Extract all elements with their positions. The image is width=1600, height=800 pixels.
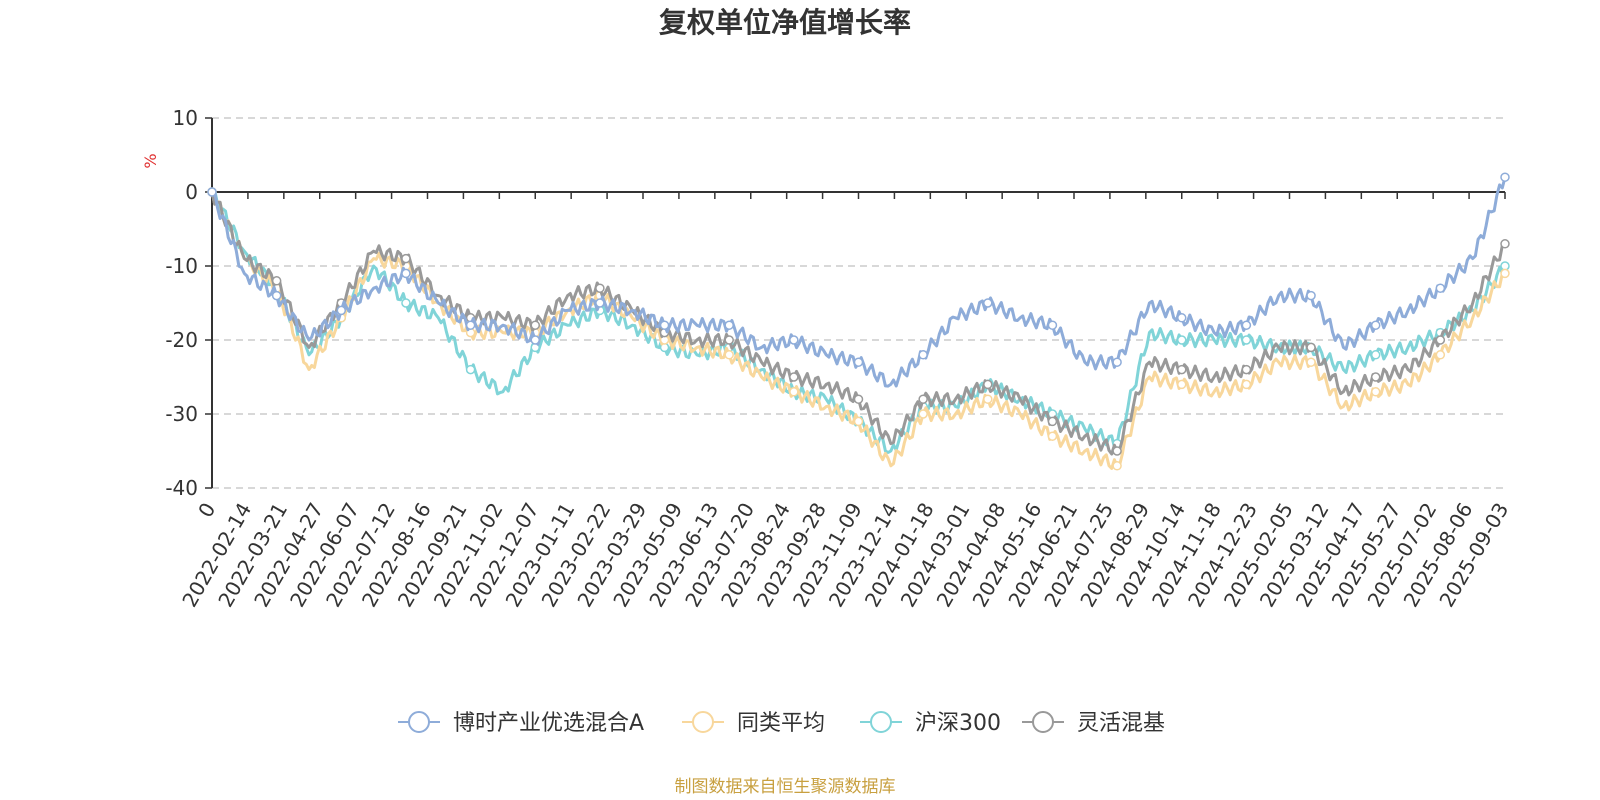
y-axis-unit: % bbox=[141, 153, 160, 168]
series-point bbox=[1500, 239, 1510, 249]
series-point bbox=[336, 305, 347, 316]
series-lines bbox=[207, 172, 1510, 471]
series-point bbox=[724, 320, 734, 330]
series-point bbox=[983, 394, 993, 404]
series-point bbox=[1500, 172, 1510, 182]
legend-marker bbox=[870, 711, 892, 733]
y-axis: 10 0 -10 -20 -30 -40 bbox=[165, 106, 213, 500]
legend-label: 博时产业优选混合A bbox=[453, 711, 644, 736]
series-point bbox=[789, 387, 799, 397]
series-point bbox=[271, 290, 282, 301]
series-point bbox=[1112, 357, 1122, 367]
series-point bbox=[530, 320, 540, 330]
legend-marker bbox=[692, 711, 714, 733]
y-tick-label: -30 bbox=[165, 402, 198, 426]
series-point bbox=[207, 187, 217, 197]
series-point bbox=[983, 298, 993, 308]
y-tick-label: -40 bbox=[165, 476, 198, 500]
series-point bbox=[1177, 313, 1187, 323]
series-point bbox=[1370, 387, 1381, 397]
series-point bbox=[1047, 431, 1058, 441]
series-point bbox=[1047, 320, 1058, 330]
series-point bbox=[465, 320, 476, 330]
series-point bbox=[1306, 357, 1316, 367]
series-point bbox=[1112, 446, 1122, 456]
series-point bbox=[1112, 461, 1122, 471]
legend-marker bbox=[408, 711, 430, 733]
series-point bbox=[530, 335, 540, 345]
series-point bbox=[1435, 350, 1446, 360]
series-point bbox=[271, 276, 282, 286]
series-point bbox=[1177, 335, 1187, 345]
series-point bbox=[1047, 416, 1058, 427]
legend-item-2[interactable]: 沪深300 bbox=[860, 711, 1001, 736]
series-point bbox=[724, 335, 734, 345]
series-point bbox=[853, 416, 864, 427]
series-point bbox=[1370, 320, 1381, 330]
series-point bbox=[659, 320, 670, 330]
y-tick-label: 0 bbox=[185, 180, 198, 204]
series-point bbox=[724, 350, 734, 360]
legend-label: 沪深300 bbox=[915, 711, 1001, 736]
legend-label: 同类平均 bbox=[737, 711, 825, 736]
series-point bbox=[1500, 268, 1510, 279]
series-point bbox=[401, 253, 411, 264]
series-point bbox=[789, 372, 799, 382]
series-point bbox=[853, 394, 864, 404]
series-point bbox=[595, 283, 605, 293]
data-source-note: 制图数据来自恒生聚源数据库 bbox=[675, 777, 896, 797]
series-point bbox=[983, 379, 993, 390]
series-point bbox=[1370, 350, 1381, 360]
y-tick-label: -10 bbox=[165, 254, 198, 278]
legend-marker bbox=[1032, 711, 1054, 733]
series-point bbox=[401, 298, 411, 308]
series-point bbox=[595, 298, 605, 308]
series-line-0 bbox=[211, 176, 1507, 388]
legend-item-3[interactable]: 灵活混基 bbox=[1022, 711, 1165, 736]
series-point bbox=[1306, 342, 1316, 353]
legend-item-1[interactable]: 同类平均 bbox=[682, 711, 825, 736]
legend-label: 灵活混基 bbox=[1077, 711, 1165, 736]
series-point bbox=[1177, 364, 1187, 375]
legend[interactable]: 博时产业优选混合A 同类平均 沪深300 灵活混基 bbox=[398, 711, 1165, 736]
series-point bbox=[1435, 335, 1446, 345]
series-point bbox=[465, 364, 476, 375]
series-point bbox=[918, 409, 928, 419]
series-point bbox=[918, 350, 928, 360]
series-line-2 bbox=[211, 188, 1507, 454]
chart-title: 复权单位净值增长率 bbox=[659, 6, 911, 39]
series-line-1 bbox=[210, 191, 1505, 470]
series-point bbox=[1177, 379, 1187, 390]
legend-item-0[interactable]: 博时产业优选混合A bbox=[398, 711, 644, 736]
y-tick-label: -20 bbox=[165, 328, 198, 352]
series-point bbox=[401, 268, 411, 279]
series-point bbox=[1306, 290, 1316, 301]
series-point bbox=[1241, 320, 1252, 330]
series-point bbox=[789, 335, 799, 345]
x-tick-label: 0 bbox=[193, 499, 220, 522]
series-point bbox=[1435, 283, 1446, 293]
series-point bbox=[918, 394, 928, 404]
series-point bbox=[1241, 379, 1252, 390]
y-tick-label: 10 bbox=[173, 106, 198, 130]
series-point bbox=[1370, 372, 1381, 382]
series-point bbox=[853, 357, 864, 367]
series-point bbox=[1241, 364, 1252, 375]
series-point bbox=[1241, 335, 1252, 345]
